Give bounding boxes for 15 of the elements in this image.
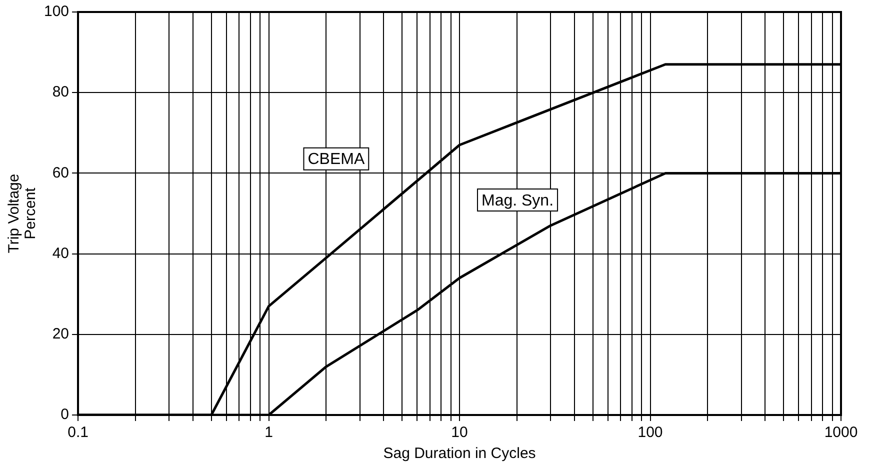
y-tick-label: 60 <box>52 164 70 182</box>
x-axis-title: Sag Duration in Cycles <box>383 445 536 462</box>
y-tick-label: 100 <box>44 3 70 20</box>
y-tick-label: 20 <box>52 326 70 343</box>
x-tick-label: 1 <box>264 424 273 442</box>
y-axis-title: Trip Voltage Percent <box>5 174 39 254</box>
x-tick-label: 10 <box>451 424 468 442</box>
y-tick-label: 80 <box>52 84 70 101</box>
x-tick-label: 0.1 <box>68 424 88 442</box>
series-label: Mag. Syn. <box>482 192 554 210</box>
y-tick-label: 40 <box>52 244 70 262</box>
x-tick-label: 1000 <box>824 424 858 442</box>
y-tick-label: 0 <box>60 406 70 424</box>
x-tick-label: 100 <box>638 424 663 442</box>
text: CBEMA <box>308 151 365 168</box>
